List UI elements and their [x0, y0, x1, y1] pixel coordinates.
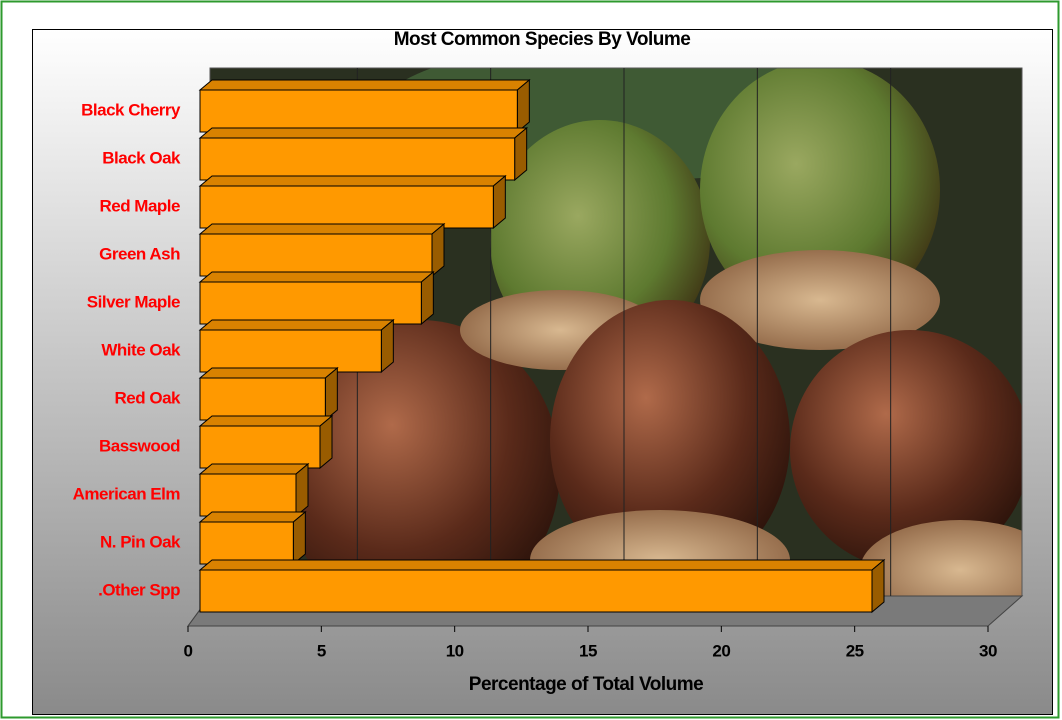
y-tick-label: Red Oak [115, 388, 182, 407]
bar [199, 185, 494, 229]
y-tick-label: Silver Maple [87, 292, 180, 311]
y-tick-label: Basswood [99, 436, 180, 455]
bar [199, 521, 294, 565]
bar-top [198, 367, 339, 379]
bar [199, 233, 433, 277]
bar [199, 425, 321, 469]
bar [199, 377, 326, 421]
bar [199, 329, 382, 373]
y-tick-label: .Other Spp [98, 580, 180, 599]
x-tick-label: 10 [446, 641, 464, 660]
y-tick-label: Black Oak [102, 148, 181, 167]
y-tick-label: Red Maple [99, 196, 180, 215]
bar-top [198, 127, 529, 139]
bar-top [198, 175, 507, 187]
bar-top [198, 559, 886, 571]
x-tick-label: 30 [979, 641, 997, 660]
y-tick-label: Green Ash [99, 244, 180, 263]
x-tick-label: 25 [846, 641, 864, 660]
y-tick-label: N. Pin Oak [100, 532, 181, 551]
x-tick-label: 5 [317, 641, 326, 660]
x-tick-label: 20 [712, 641, 730, 660]
x-tick-label: 0 [184, 641, 193, 660]
bar-top [198, 271, 435, 283]
y-tick-label: Black Cherry [81, 100, 181, 119]
y-tick-label: American Elm [73, 484, 181, 503]
bar-top [198, 415, 334, 427]
x-axis-label: Percentage of Total Volume [469, 674, 703, 695]
bar-top [198, 79, 531, 91]
bar [199, 281, 422, 325]
bar-top [198, 511, 307, 523]
bar [199, 473, 297, 517]
bar [199, 569, 873, 613]
bar [199, 89, 518, 133]
y-tick-label: White Oak [101, 340, 181, 359]
bar-top [198, 463, 310, 475]
bar-top [198, 223, 446, 235]
chart-title: Most Common Species By Volume [394, 29, 691, 50]
bar-top [198, 319, 395, 331]
x-tick-label: 15 [579, 641, 597, 660]
bar [199, 137, 516, 181]
